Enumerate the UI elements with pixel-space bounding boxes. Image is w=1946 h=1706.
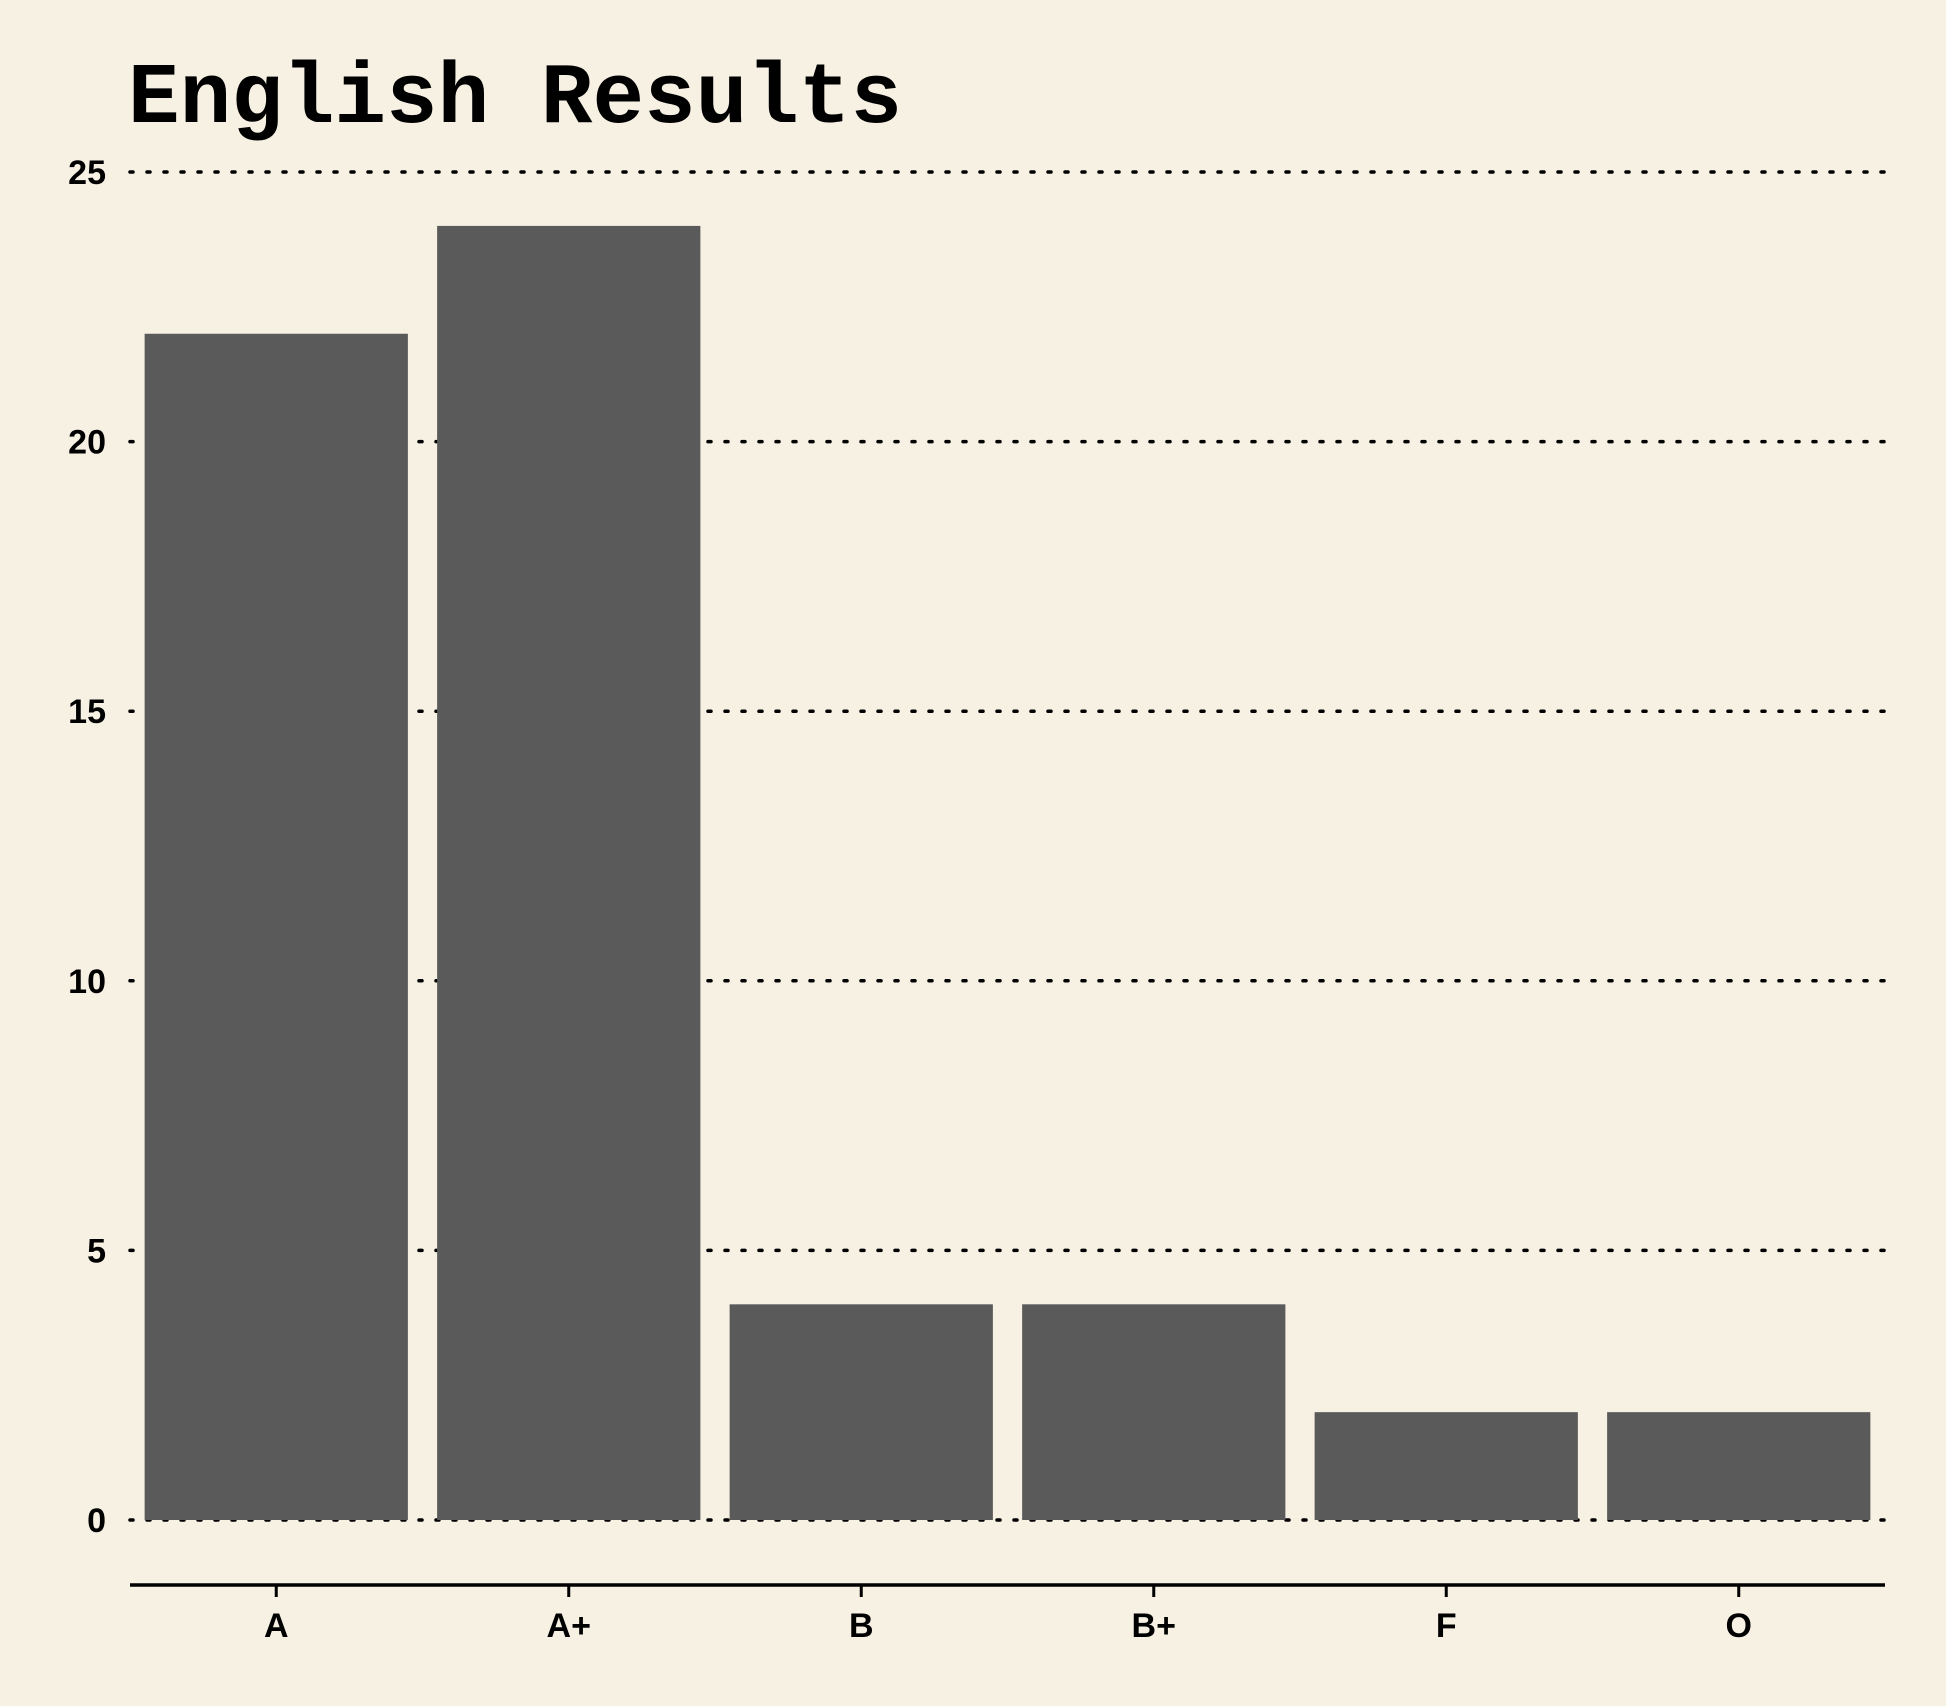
x-tick-label: F <box>1436 1607 1457 1645</box>
bar-O <box>1607 1412 1871 1520</box>
bar-B <box>729 1304 993 1520</box>
bar-A <box>144 333 408 1520</box>
x-tick-label: A+ <box>547 1607 591 1645</box>
x-tick-label: A <box>264 1607 289 1645</box>
y-tick-label: 15 <box>68 693 106 731</box>
y-tick-label: 20 <box>68 424 106 462</box>
bar-F <box>1314 1412 1578 1520</box>
bar-A+ <box>437 225 701 1520</box>
chart-title: English Results <box>128 50 902 148</box>
x-tick-label: B+ <box>1132 1607 1176 1645</box>
grid-lines <box>128 170 1887 1522</box>
bar-B+ <box>1022 1304 1286 1520</box>
x-tick-label: B <box>849 1607 874 1645</box>
y-tick-label: 5 <box>87 1232 106 1270</box>
y-tick-label: 10 <box>68 963 106 1001</box>
x-tick-label: O <box>1726 1607 1752 1645</box>
bars <box>144 225 1871 1520</box>
y-tick-label: 25 <box>68 154 106 192</box>
axes: 0 5 10 15 20 25 A A+ B B+ F O <box>68 154 1885 1645</box>
y-tick-label: 0 <box>87 1502 106 1540</box>
